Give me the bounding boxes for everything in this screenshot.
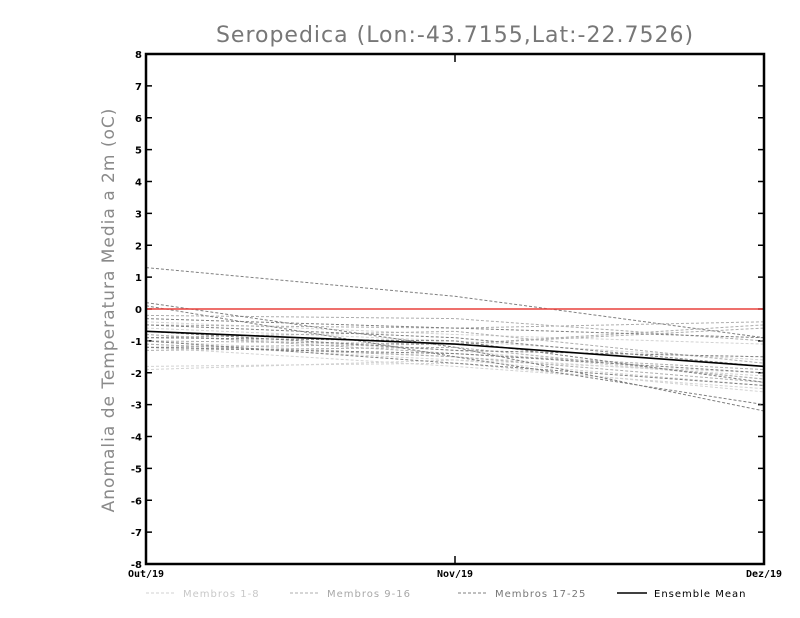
y-tick-label: 8 — [135, 50, 142, 61]
x-tick-label: Nov/19 — [437, 569, 473, 580]
member-line-11 — [145, 327, 765, 345]
member-line-3 — [145, 362, 765, 393]
ensemble-mean-line — [145, 330, 765, 368]
y-tick-label: 4 — [135, 178, 142, 189]
y-tick-label: 6 — [135, 114, 142, 125]
y-tick-label: 7 — [135, 82, 142, 93]
x-tick-label: Dez/19 — [746, 569, 782, 580]
member-line-20 — [145, 318, 765, 339]
y-tick-label: 0 — [135, 305, 142, 316]
series-lines — [145, 267, 765, 412]
member-line-10 — [145, 321, 765, 329]
legend-label: Membros 1-8 — [183, 589, 260, 600]
y-axis-ticks: 8 7 6 5 4 3 2 1 0 -1 -2 -3 -4 -5 -6 -7 -8 — [131, 50, 764, 571]
member-line-25 — [145, 337, 765, 383]
y-tick-label: -6 — [131, 496, 142, 507]
member-line-17 — [145, 267, 765, 339]
y-tick-label: -3 — [131, 401, 142, 412]
legend-label: Ensemble Mean — [654, 589, 746, 600]
member-line-16 — [145, 324, 765, 348]
member-line-2 — [145, 343, 765, 386]
y-tick-label: 3 — [135, 209, 142, 220]
legend-label: Membros 9-16 — [327, 589, 411, 600]
member-line-8 — [145, 327, 765, 361]
y-tick-label: -4 — [131, 433, 142, 444]
member-line-18 — [145, 302, 765, 412]
member-line-23 — [145, 324, 765, 367]
member-line-6 — [145, 321, 765, 345]
x-axis-ticks: Out/19 Nov/19 Dez/19 — [128, 54, 782, 580]
member-line-14 — [145, 330, 765, 364]
y-tick-label: -1 — [131, 337, 142, 348]
member-line-12 — [145, 334, 765, 371]
member-line-15 — [145, 343, 765, 383]
y-tick-label: 2 — [135, 241, 142, 252]
y-tick-label: 1 — [135, 273, 142, 284]
y-tick-label: -2 — [131, 369, 142, 380]
member-line-21 — [145, 330, 765, 358]
y-tick-label: -8 — [131, 560, 142, 571]
member-line-7 — [145, 346, 765, 390]
y-tick-label: 5 — [135, 146, 142, 157]
member-line-22 — [145, 340, 765, 386]
member-line-24 — [145, 346, 765, 374]
y-axis-label: Anomalia de Temperatura Media a 2m (oC) — [99, 108, 119, 513]
member-line-19 — [145, 305, 765, 406]
y-tick-label: -5 — [131, 464, 142, 475]
legend-label: Membros 17-25 — [495, 589, 586, 600]
member-line-5 — [145, 340, 765, 377]
legend: Membros 1-8 Membros 9-16 Membros 17-25 Ense… — [146, 589, 746, 600]
x-tick-label: Out/19 — [128, 569, 164, 580]
y-tick-label: -7 — [131, 528, 142, 539]
chart-title: Seropedica (Lon:-43.7155,Lat:-22.7526) — [216, 23, 694, 48]
plot-frame — [144, 52, 766, 566]
